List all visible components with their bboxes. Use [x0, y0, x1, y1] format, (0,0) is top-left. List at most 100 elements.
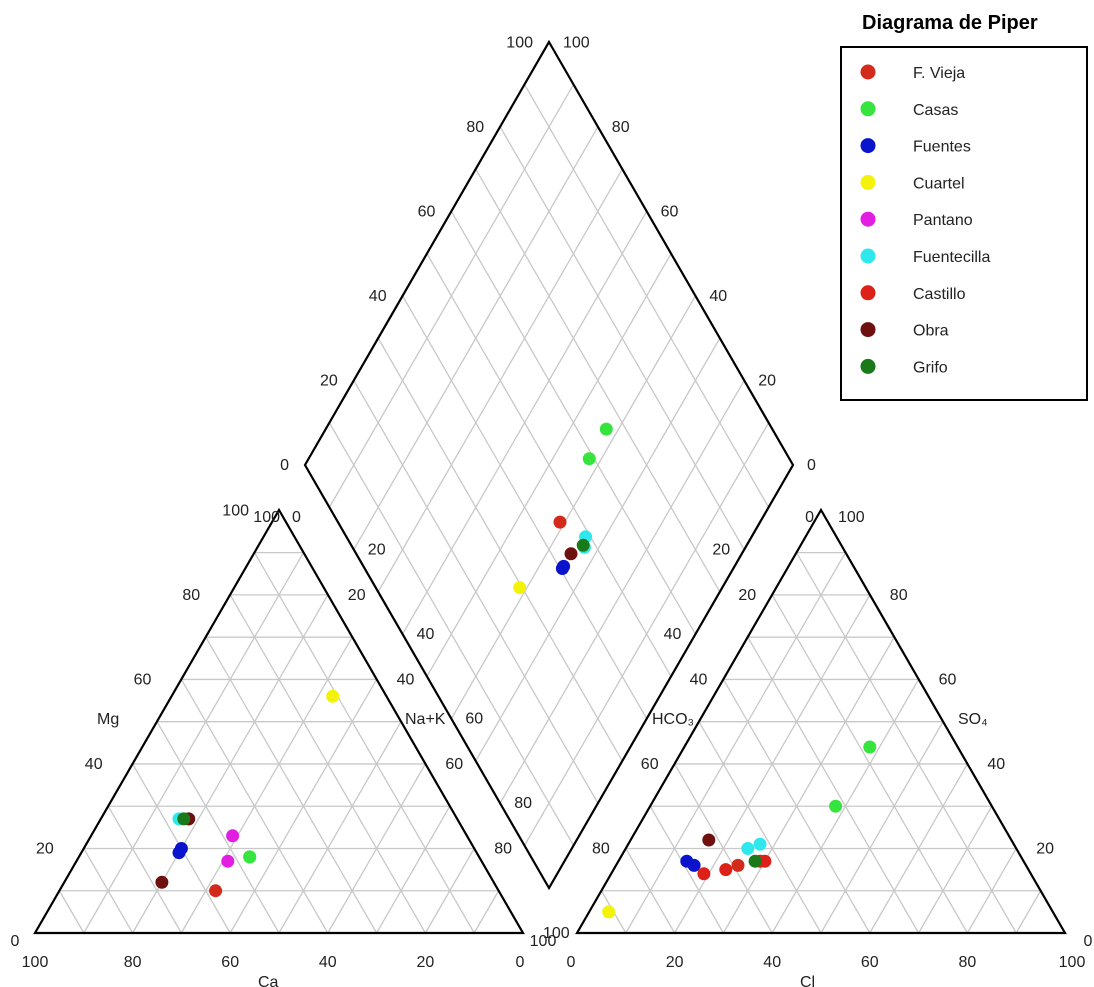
anion-tick-0-right: 0: [1084, 933, 1093, 950]
anion-tick-hco3: 40: [690, 671, 708, 688]
legend-item-fuentecilla: Fuentecilla: [860, 248, 990, 266]
anion-tick-hco3: 20: [738, 587, 756, 604]
diamond-grid-b: [475, 337, 721, 762]
legend-item-cuartel: Cuartel: [860, 174, 965, 192]
diamond-point-casas: [582, 452, 596, 466]
cation-grid-l: [229, 594, 426, 934]
legend-marker: [860, 64, 876, 80]
anion-grid-r: [625, 552, 846, 934]
anion-grid-r: [918, 805, 993, 934]
anion-tick-cl: 20: [666, 954, 684, 971]
anion-tick-apex-left: 0: [805, 509, 814, 526]
cation-point-pantano: [221, 854, 235, 868]
anion-point-fuentecilla: [753, 837, 767, 851]
cation-grid-l: [156, 721, 280, 934]
axis-label-mg: Mg: [97, 711, 119, 728]
legend-item-castillo: Castillo: [860, 285, 966, 303]
diamond-grid-b: [450, 295, 696, 719]
cation-tick-mg: 40: [85, 756, 103, 773]
cation-triangle-frame: [33, 507, 525, 935]
anion-tick-so4: 80: [890, 587, 908, 604]
anion-grid-l: [625, 848, 676, 934]
legend-marker: [860, 322, 876, 338]
cation-point-cuartel: [326, 689, 340, 703]
cation-point-grifo: [177, 812, 191, 826]
anion-point-castillo: [719, 863, 733, 877]
diamond-grid-b: [499, 380, 745, 804]
diamond-tick-left: 100: [506, 34, 533, 51]
axis-label-so4: SO₄: [958, 711, 988, 728]
legend-marker: [860, 211, 876, 227]
anion-point-f-vieja: [731, 858, 745, 872]
anion-grid-r: [1015, 890, 1042, 934]
anion-grid-l: [747, 636, 920, 934]
anion-point-grifo: [748, 854, 762, 868]
axis-label-cl: Cl: [800, 974, 815, 987]
legend-label: Grifo: [913, 359, 948, 376]
cation-grid-r: [83, 552, 304, 934]
diamond-tick-left: 60: [418, 203, 436, 220]
legend-marker: [860, 285, 876, 301]
legend-marker: [860, 101, 876, 117]
diamond-tick-lower-right: 20: [712, 542, 730, 559]
diamond-frame: [303, 39, 795, 891]
diamond-point-obra: [564, 547, 578, 561]
legend-label: Pantano: [913, 212, 973, 229]
anion-point-cuartel: [602, 905, 616, 919]
grid-lines: [58, 84, 1042, 934]
cation-tick-mg: 100: [222, 502, 249, 519]
legend-label: Casas: [913, 102, 958, 119]
legend-label: Fuentecilla: [913, 249, 990, 266]
cation-point-fuentes: [172, 846, 186, 860]
legend-item-obra: Obra: [860, 322, 949, 340]
anion-tick-hco3: 60: [641, 756, 659, 773]
anion-tick-cl: 60: [861, 954, 879, 971]
legend-item-grifo: Grifo: [860, 358, 948, 376]
diamond-tick-lower-left: 20: [368, 542, 386, 559]
diamond-point-f-vieja: [553, 515, 567, 529]
anion-grid-r: [820, 721, 944, 934]
cation-point-f-vieja: [209, 884, 223, 898]
cation-tick-ca: 60: [221, 954, 239, 971]
axis-labels: Ca Mg Na+K Cl HCO₃ SO₄: [97, 711, 988, 987]
diamond-tick-lower-right: 40: [664, 626, 682, 643]
legend-box: [840, 46, 1088, 401]
anion-point-casas: [863, 740, 877, 754]
legend-item-pantano: Pantano: [860, 211, 973, 229]
cation-tick-ca: 40: [319, 954, 337, 971]
cation-point-obra: [155, 875, 169, 889]
diamond-tick-right: 80: [612, 119, 630, 136]
legend-label: Castillo: [913, 286, 966, 303]
anion-grid-r: [722, 636, 895, 934]
anion-tick-100-left: 100: [530, 933, 557, 950]
cation-tick-ca: 80: [124, 954, 142, 971]
anion-grid-l: [771, 594, 968, 934]
diamond-tick-right: 0: [807, 457, 816, 474]
anion-grid-l: [674, 763, 773, 934]
cation-grid-r: [376, 805, 451, 934]
legend-items: F. Vieja Casas Fuentes Cuartel Pantano Fuente…: [860, 64, 990, 376]
anion-tick-so4: 40: [987, 756, 1005, 773]
legend-marker: [860, 358, 876, 374]
diamond-tick-right: 60: [661, 203, 679, 220]
cation-grid-l: [180, 679, 329, 934]
diamond-grid-a: [499, 126, 745, 550]
legend-label: Cuartel: [913, 175, 965, 192]
axis-label-nak: Na+K: [405, 711, 446, 728]
cation-grid-r: [473, 890, 500, 934]
diamond-point-casas: [599, 422, 613, 436]
cation-tick-ca-0: 0: [516, 954, 525, 971]
legend: Diagrama de Piper F. Vieja Casas Fuentes Cu…: [840, 12, 1088, 401]
anion-tick-cl: 40: [763, 954, 781, 971]
cation-grid-l: [83, 848, 134, 934]
cation-tick-nak: 80: [494, 840, 512, 857]
diamond-grid-b: [524, 422, 770, 846]
diamond-tick-right: 100: [563, 34, 590, 51]
legend-marker: [860, 248, 876, 264]
legend-marker: [860, 174, 876, 190]
anion-point-fuentes: [687, 858, 701, 872]
anion-point-fuentecilla: [741, 842, 755, 855]
tick-labels: 100 80 20 20 60 40 40 40 60 60 20 80 80 100 100 0 100 0 20…: [11, 34, 1093, 971]
diamond-point-fuentes: [557, 559, 571, 573]
